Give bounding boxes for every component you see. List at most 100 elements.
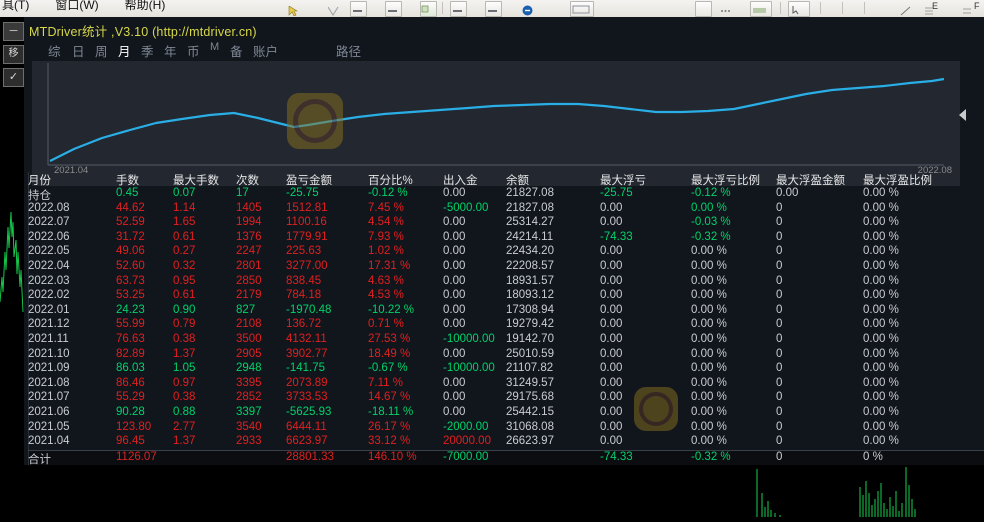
table-cell: 0.00: [443, 303, 466, 316]
table-cell: 0.00: [443, 216, 466, 229]
table-cell: 最大手数: [173, 175, 219, 187]
table-cell: 1100.16: [286, 216, 327, 229]
bar-chart-button[interactable]: [350, 1, 367, 17]
tab-symbol[interactable]: 币: [187, 45, 200, 59]
table-row[interactable]: 2021.08 86.46 0.97 3395 2073.89 7.11 % 0.00 312…: [28, 376, 984, 392]
line-chart-button[interactable]: [420, 1, 437, 17]
table-cell: 1.02 %: [368, 245, 404, 258]
table-row[interactable]: 2021.09 86.03 1.05 2948 -141.75 -0.67 % -10000…: [28, 362, 984, 377]
tab-day[interactable]: 日: [72, 45, 85, 59]
table-cell: 784.18: [286, 289, 322, 302]
table-cell: 2021.09: [28, 362, 70, 375]
table-cell: 0.00: [443, 187, 466, 199]
table-row[interactable]: 2022.02 53.25 0.61 2179 784.18 4.53 % 0.00 1809…: [28, 289, 984, 304]
tab-week[interactable]: 周: [95, 45, 108, 59]
row-left-border: [28, 391, 29, 406]
table-row[interactable]: 2021.06 90.28 0.88 3397 -5625.93 -18.11 % 0.00…: [28, 405, 984, 421]
table-cell: 4.54 %: [368, 216, 404, 229]
tab-comment[interactable]: 备: [230, 45, 243, 59]
more-options-icon[interactable]: [720, 3, 731, 13]
tab-path[interactable]: 路径: [336, 45, 362, 59]
table-row[interactable]: 2021.12 55.99 0.79 2108 136.72 0.71 % 0.00 1927…: [28, 318, 984, 333]
table-cell: 24214.11: [506, 230, 554, 243]
table-total-separator: [28, 449, 984, 451]
table-row[interactable]: 2022.08 44.62 1.14 1405 1512.81 7.45 % -5000.0…: [28, 201, 984, 217]
table-row[interactable]: 2021.05 123.80 2.77 3540 6444.11 26.17 % -2000…: [28, 420, 984, 436]
row-left-border: [28, 435, 29, 450]
chart-right-arrow-icon[interactable]: [959, 109, 966, 121]
table-total-row[interactable]: 合计 1126.07 28801.33 146.10 % -7000.00 -74.33 -…: [28, 450, 984, 468]
table-row[interactable]: 2021.11 76.63 0.38 3500 4132.11 27.53 % -10000…: [28, 332, 984, 348]
table-cell: 2021.04: [28, 435, 70, 448]
autoscroll-icon[interactable]: [522, 3, 533, 16]
table-cell: 827: [236, 303, 256, 316]
template-button[interactable]: [750, 1, 772, 17]
table-cell: 0: [776, 347, 783, 360]
tab-account[interactable]: 账户: [253, 45, 279, 59]
table-cell: 0.00 %: [691, 201, 727, 214]
table-cell: 0.00: [600, 318, 623, 331]
chart-strip-button[interactable]: ✓: [3, 68, 24, 87]
table-cell: 0.00 %: [691, 332, 727, 345]
tab-year[interactable]: 年: [164, 45, 177, 59]
table-cell: 持仓: [28, 190, 51, 202]
table-cell: 0: [776, 405, 783, 418]
minimize-strip-button[interactable]: ─: [3, 22, 24, 41]
table-row[interactable]: 持仓 0.45 0.07 17 -25.75 -0.12 % 0.00 21827.08 -25…: [28, 187, 984, 202]
window-tile-button[interactable]: [570, 1, 594, 17]
tab-magic[interactable]: M: [210, 41, 220, 53]
statistics-panel: MTDriver统计 ,V3.10 (http://mtdriver.cn) 综…: [24, 17, 984, 465]
table-cell: -74.33: [600, 230, 633, 243]
equity-chart[interactable]: 2021.04 2022.08 ​​​​​: [32, 61, 966, 186]
table-cell: 0.00: [443, 245, 466, 258]
table-cell: 6444.11: [286, 420, 327, 433]
zoom-in-button[interactable]: [450, 1, 467, 17]
table-cell: -0.12 %: [691, 187, 731, 199]
table-row[interactable]: 2022.05 49.06 0.27 2247 225.63 1.02 % 0.00 2243…: [28, 245, 984, 260]
move-strip-button[interactable]: 移: [3, 45, 24, 64]
row-left-border: [28, 362, 29, 377]
menu-item-help[interactable]: 帮助(H): [124, 0, 166, 12]
tab-quarter[interactable]: 季: [141, 45, 154, 59]
table-cell: 25442.15: [506, 405, 554, 418]
menu-item-tools[interactable]: 具(T): [2, 0, 30, 12]
table-row[interactable]: 2022.06 31.72 0.61 1376 1779.91 7.93 % 0.00 242…: [28, 230, 984, 246]
table-cell: 0: [776, 450, 783, 463]
table-cell: 44.62: [116, 201, 145, 214]
menu-item-window[interactable]: 窗口(W): [55, 0, 99, 12]
cursor-tool-button[interactable]: [788, 1, 810, 17]
period-f-label[interactable]: F: [974, 1, 980, 11]
trendline-icon[interactable]: [900, 3, 911, 16]
table-header-row[interactable]: 月份 手数 最大手数 次数 盈亏金额 百分比% 出入金 余额 最大浮亏 最大浮亏比例 最大浮盈金额 最…: [28, 172, 984, 187]
crosshair-icon[interactable]: [327, 3, 339, 16]
table-row[interactable]: 2021.10 82.89 1.37 2905 3902.77 18.49 % 0.00 25…: [28, 347, 984, 363]
table-cell: 0: [776, 201, 783, 214]
channel-icon[interactable]: [962, 3, 973, 14]
table-cell: 21827.08: [506, 187, 554, 199]
table-row[interactable]: 2022.03 63.73 0.95 2850 838.45 4.63 % 0.00 1893…: [28, 274, 984, 290]
table-row[interactable]: 2021.07 55.29 0.38 2852 3733.53 14.67 % 0.00 29…: [28, 391, 984, 406]
pointer-icon[interactable]: [288, 3, 299, 17]
table-cell: 出入金: [443, 175, 478, 187]
table-cell: 3395: [236, 376, 262, 389]
row-left-border: [28, 245, 29, 260]
fib-icon[interactable]: [924, 3, 935, 15]
table-cell: 1994: [236, 216, 262, 229]
table-cell: 0.00: [776, 187, 799, 199]
zoom-out-button[interactable]: [485, 1, 502, 17]
table-row[interactable]: 2022.01 24.23 0.90 827 -1970.48 -10.22 % 0.00 1…: [28, 303, 984, 319]
indicator-button[interactable]: [695, 1, 712, 17]
tab-month[interactable]: 月: [118, 45, 131, 59]
period-e-label[interactable]: E: [932, 1, 939, 11]
table-row[interactable]: 2021.04 96.45 1.37 2933 6623.97 33.12 % 20000.…: [28, 435, 984, 450]
candle-chart-button[interactable]: [385, 1, 402, 17]
table-cell: 2022.03: [28, 274, 70, 287]
tab-overview[interactable]: 综: [48, 45, 61, 59]
table-row[interactable]: 2022.07 52.59 1.65 1994 1100.16 4.54 % 0.00 253…: [28, 216, 984, 231]
table-cell: 0.00 %: [863, 376, 899, 389]
table-cell: 7.45 %: [368, 201, 404, 214]
table-cell: 盈亏金额: [286, 175, 332, 187]
panel-body: MTDriver统计 ,V3.10 (http://mtdriver.cn) 综…: [24, 17, 984, 465]
table-row[interactable]: 2022.04 52.60 0.32 2801 3277.00 17.31 % 0.00 22…: [28, 259, 984, 275]
table-cell: -74.33: [600, 450, 633, 463]
